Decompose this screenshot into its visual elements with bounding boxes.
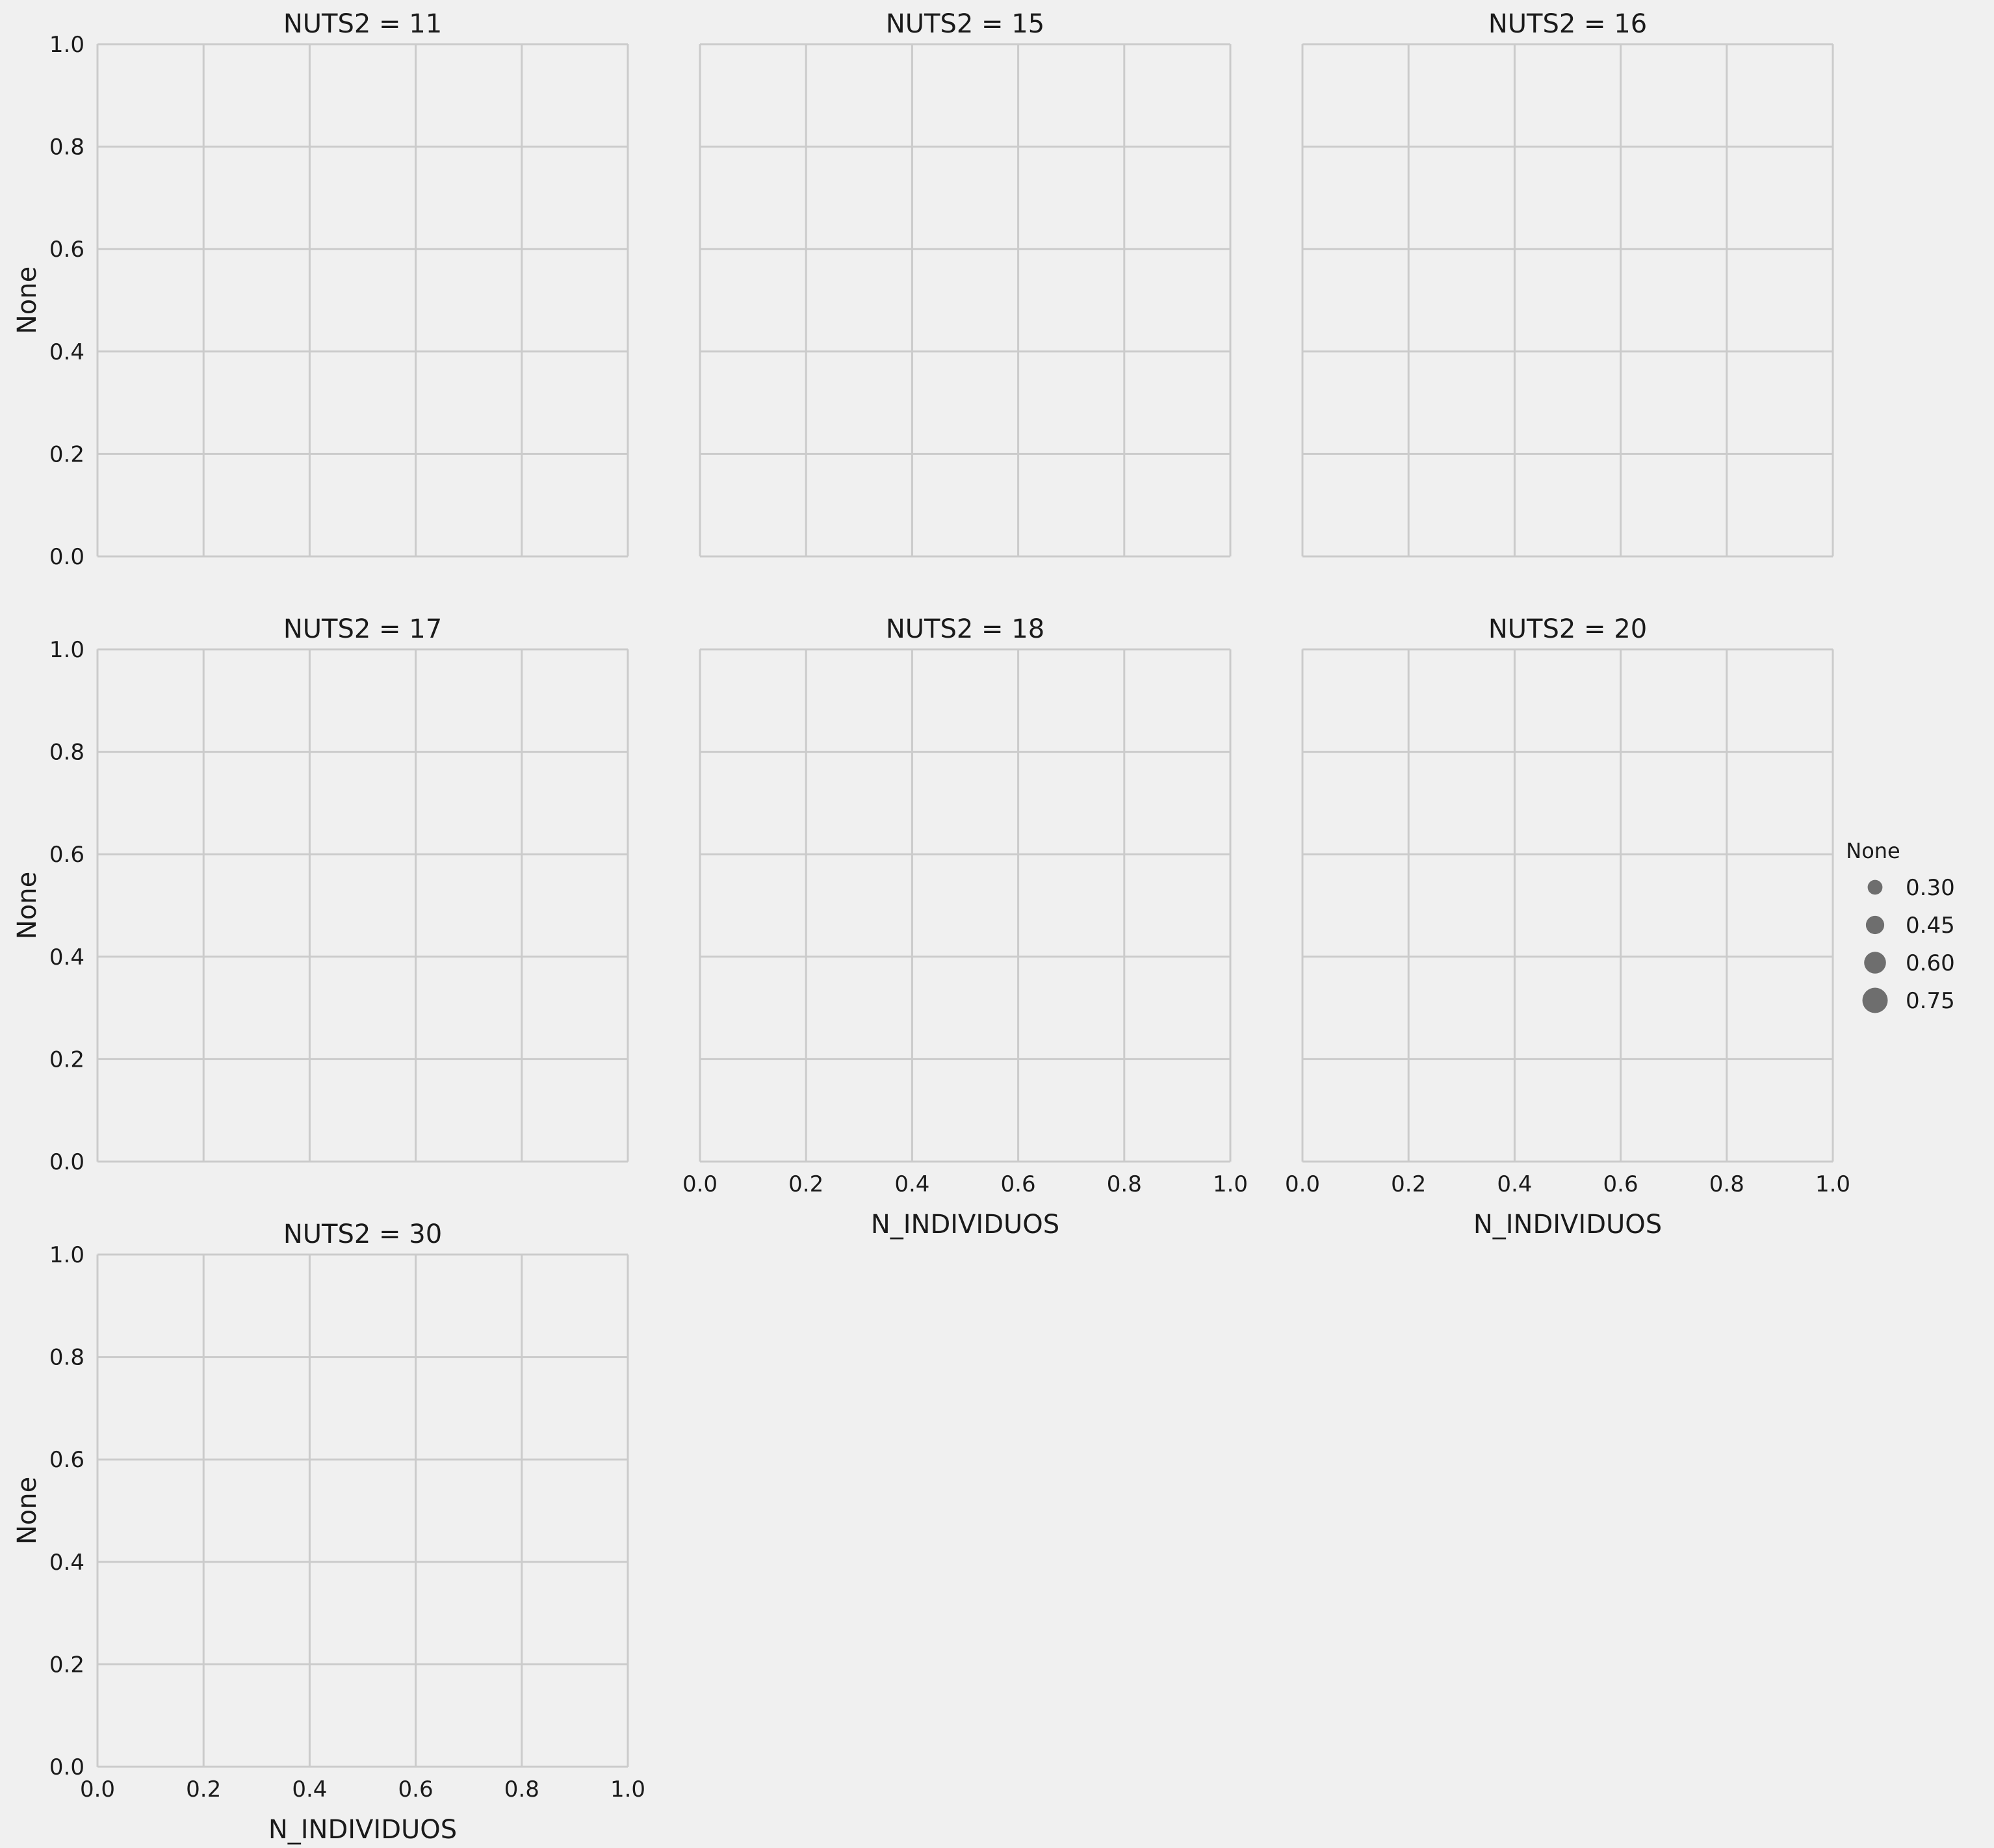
panel-title: NUTS2 = 15	[886, 9, 1044, 39]
y-tick-label: 0.2	[49, 441, 84, 467]
x-tick-label: 0.8	[1107, 1171, 1142, 1197]
legend-title: None	[1846, 839, 1900, 863]
facet-panel: NUTS2 = 16	[1301, 9, 1834, 558]
size-legend: None 0.30 0.45 0.60 0.75	[1846, 839, 1954, 1014]
y-tick-label: 1.0	[49, 1242, 84, 1268]
y-tick-label: 0.4	[49, 339, 84, 365]
facet-panel: NUTS2 = 17 0.0 0.2 0.4 0.6 0.8 1.0 None	[12, 614, 629, 1175]
y-tick-label: 0.8	[49, 1345, 84, 1371]
legend-entries: 0.30 0.45 0.60 0.75	[1862, 875, 1955, 1014]
x-tick-label: 0.6	[1001, 1171, 1036, 1197]
x-tick-label: 0.8	[504, 1776, 539, 1802]
y-tick-label: 0.2	[49, 1047, 84, 1073]
x-tick-label: 1.0	[1815, 1171, 1850, 1197]
x-tick-label: 1.0	[1213, 1171, 1248, 1197]
facet-panel: NUTS2 = 11 0.0 0.2 0.4 0.6 0.8 1.0 None	[12, 9, 629, 570]
x-tick-label: 0.0	[80, 1776, 115, 1802]
y-axis-label: None	[12, 267, 42, 334]
legend-marker	[1865, 915, 1885, 935]
legend-label: 0.30	[1906, 875, 1955, 901]
panel-title: NUTS2 = 18	[886, 614, 1044, 644]
y-tick-label: 0.2	[49, 1652, 84, 1678]
legend-label: 0.75	[1906, 988, 1955, 1014]
y-tick-label: 0.4	[49, 1550, 84, 1576]
y-axis-label: None	[12, 1477, 42, 1544]
x-tick-label: 0.2	[186, 1776, 221, 1802]
x-tick-label: 0.0	[1285, 1171, 1320, 1197]
y-tick-label: 1.0	[49, 32, 84, 58]
y-tick-label: 1.0	[49, 637, 84, 663]
facet-panel: NUTS2 = 30 0.0 0.2 0.4 0.6 0.8 1.0 None 0.0 0.2 0.…	[12, 1219, 645, 1845]
x-tick-label: 0.0	[682, 1171, 718, 1197]
y-tick-label: 0.0	[49, 1754, 84, 1780]
panel-title: NUTS2 = 17	[283, 614, 442, 644]
panel-title: NUTS2 = 20	[1488, 614, 1647, 644]
panel-title: NUTS2 = 11	[283, 9, 442, 39]
panel-title: NUTS2 = 16	[1488, 9, 1647, 39]
x-tick-label: 0.8	[1709, 1171, 1744, 1197]
x-tick-label: 0.2	[1391, 1171, 1426, 1197]
y-tick-label: 0.8	[49, 135, 84, 161]
x-tick-label: 0.2	[788, 1171, 823, 1197]
y-axis-label: None	[12, 872, 42, 939]
legend-marker	[1864, 952, 1886, 974]
x-tick-label: 0.6	[398, 1776, 434, 1802]
legend-label: 0.60	[1906, 950, 1955, 976]
y-tick-label: 0.6	[49, 237, 84, 263]
x-axis-label: N_INDIVIDUOS	[871, 1210, 1059, 1240]
y-tick-label: 0.4	[49, 944, 84, 970]
facet-panel: NUTS2 = 20 0.0 0.2 0.4 0.6 0.8 1.0 N_INDIVIDUOS	[1285, 614, 1850, 1240]
y-tick-label: 0.8	[49, 740, 84, 766]
x-tick-label: 0.6	[1603, 1171, 1638, 1197]
x-tick-label: 1.0	[610, 1776, 645, 1802]
x-axis-label: N_INDIVIDUOS	[1473, 1210, 1662, 1240]
x-tick-label: 0.4	[894, 1171, 929, 1197]
facet-panel: NUTS2 = 18 0.0 0.2 0.4 0.6 0.8 1.0 N_INDIVIDUOS	[682, 614, 1248, 1240]
legend-marker	[1862, 987, 1888, 1013]
x-tick-label: 0.4	[1497, 1171, 1532, 1197]
y-tick-label: 0.6	[49, 842, 84, 868]
y-tick-label: 0.6	[49, 1447, 84, 1473]
x-tick-label: 0.4	[292, 1776, 327, 1802]
legend-label: 0.45	[1906, 913, 1955, 939]
y-tick-label: 0.0	[49, 1149, 84, 1175]
panel-title: NUTS2 = 30	[283, 1219, 442, 1249]
legend-marker	[1867, 879, 1883, 895]
x-axis-label: N_INDIVIDUOS	[268, 1815, 457, 1845]
y-tick-label: 0.0	[49, 544, 84, 570]
facet-panel: NUTS2 = 15	[699, 9, 1232, 558]
